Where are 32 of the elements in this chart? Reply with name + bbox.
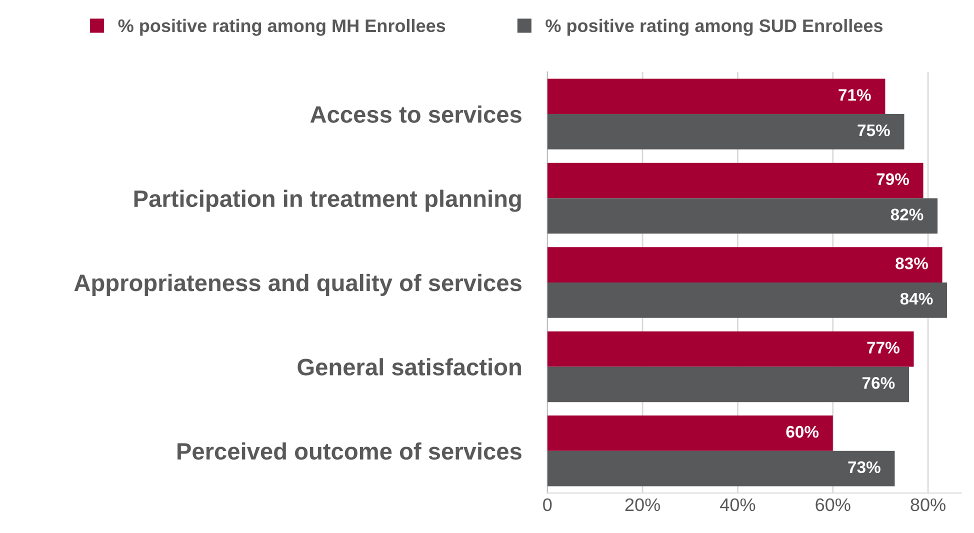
data-label: 83% [896, 257, 928, 270]
y-tick-label: Access to services [310, 106, 522, 123]
data-label: 77% [867, 342, 900, 354]
bar [547, 247, 942, 282]
bar [547, 198, 938, 234]
x-tick-label: 20% [625, 498, 660, 512]
x-tick-label: 60% [816, 498, 850, 512]
legend-label: % positive rating among MH Enrollees [118, 18, 446, 36]
bar [547, 114, 904, 150]
data-label: 76% [862, 377, 895, 389]
bar [547, 450, 895, 486]
bar [547, 366, 909, 402]
y-tick-label: General satisfaction [298, 358, 521, 376]
x-tick-label: 40% [720, 498, 756, 512]
bar [547, 331, 914, 367]
bar [547, 416, 833, 451]
data-label: 82% [890, 208, 924, 220]
y-tick-label: Perceived outcome of services [178, 442, 522, 460]
data-label: 73% [848, 461, 880, 474]
data-label: 75% [858, 124, 890, 136]
x-tick-label: 80% [910, 498, 946, 512]
bar [547, 78, 886, 114]
data-label: 71% [838, 89, 871, 101]
y-tick-label: Appropriateness and quality of services [74, 274, 522, 296]
bar [547, 162, 924, 198]
legend-label: % positive rating among SUD Enrollees [546, 18, 883, 36]
data-label: 79% [876, 173, 909, 186]
y-tick-label: Participation in treatment planning [134, 190, 521, 212]
bar [547, 282, 948, 318]
data-label: 84% [900, 292, 933, 305]
x-tick-label: 0 [543, 498, 552, 512]
data-label: 60% [786, 426, 819, 438]
